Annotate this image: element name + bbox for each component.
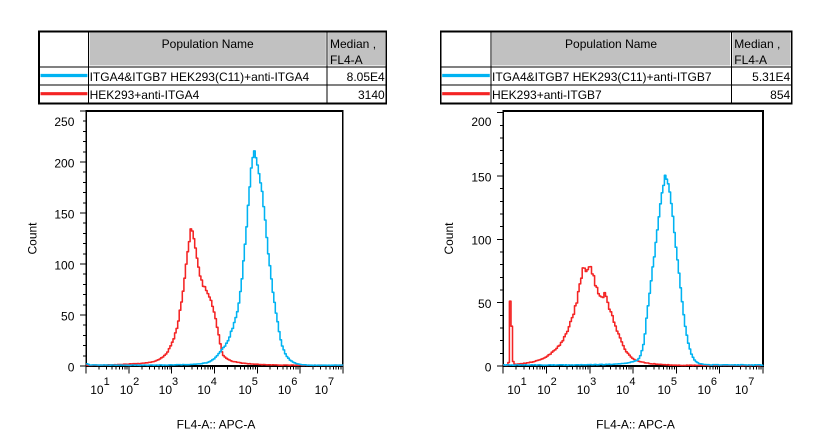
svg-text:Count: Count [442,222,456,255]
svg-text:0: 0 [68,360,75,374]
svg-text:Population Name: Population Name [565,37,657,51]
svg-text:FL4-A: FL4-A [330,53,363,67]
svg-text:50: 50 [478,297,492,311]
svg-text:ITGA4&ITGB7 HEK293(C11)+anti-I: ITGA4&ITGB7 HEK293(C11)+anti-ITGB7 [492,70,712,84]
svg-text:0: 0 [485,360,492,374]
svg-text:5.31E4: 5.31E4 [752,70,790,84]
svg-text:200: 200 [471,115,491,129]
svg-text:Median ,: Median , [734,37,780,51]
svg-text:HEK293+anti-ITGA4: HEK293+anti-ITGA4 [90,88,200,102]
svg-text:FL4-A:: APC-A: FL4-A:: APC-A [596,418,675,432]
svg-text:HEK293+anti-ITGB7: HEK293+anti-ITGB7 [492,88,602,102]
svg-text:Median ,: Median , [330,37,376,51]
svg-text:Population Name: Population Name [162,37,254,51]
svg-text:3140: 3140 [358,88,385,102]
svg-text:FL4-A: FL4-A [734,53,767,67]
svg-text:8.05E4: 8.05E4 [347,70,385,84]
svg-text:200: 200 [54,156,74,170]
svg-text:FL4-A:: APC-A: FL4-A:: APC-A [177,418,256,432]
svg-text:250: 250 [54,115,74,129]
svg-text:854: 854 [770,88,790,102]
svg-text:ITGA4&ITGB7 HEK293(C11)+anti-I: ITGA4&ITGB7 HEK293(C11)+anti-ITGA4 [90,70,310,84]
svg-text:100: 100 [54,258,74,272]
svg-text:150: 150 [54,207,74,221]
svg-text:50: 50 [61,309,75,323]
svg-text:Count: Count [25,222,39,255]
svg-text:150: 150 [471,170,491,184]
svg-text:100: 100 [471,234,491,248]
